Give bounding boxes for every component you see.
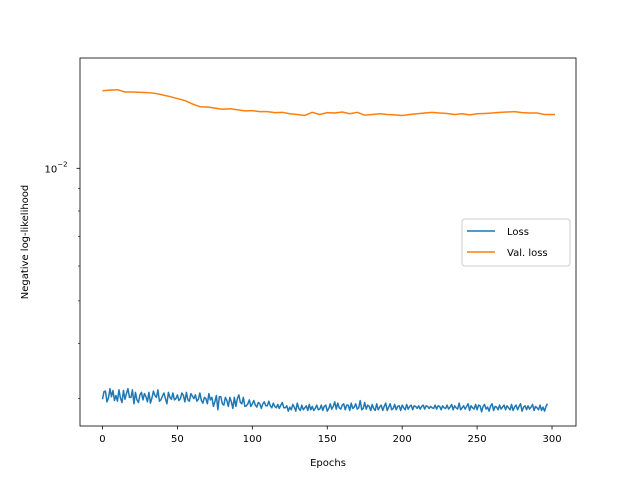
x-axis-ticks: 0 50 100 150 200 250 300 — [99, 426, 562, 445]
legend: Loss Val. loss — [461, 218, 571, 267]
x-tick-label: 0 — [99, 434, 105, 445]
axes-border — [79, 57, 577, 427]
x-tick-label: 250 — [468, 434, 487, 445]
series-layer — [101, 88, 556, 413]
x-tick-label: 200 — [393, 434, 412, 445]
series-line-val-loss — [102, 88, 556, 117]
axes-frame — [79, 57, 577, 427]
x-tick-label: 50 — [171, 434, 184, 445]
y-axis-ticks: 10−2 — [44, 160, 80, 399]
y-axis-label: Negative log-likelihood — [20, 185, 31, 300]
x-tick-label: 300 — [542, 434, 561, 445]
series-line-loss — [101, 387, 549, 413]
x-tick-label: 100 — [243, 434, 262, 445]
x-axis-label: Epochs — [310, 458, 346, 469]
x-tick-label: 150 — [318, 434, 337, 445]
legend-label: Val. loss — [507, 248, 548, 259]
y-tick-label: 10−2 — [44, 160, 67, 175]
legend-label: Loss — [507, 227, 529, 238]
